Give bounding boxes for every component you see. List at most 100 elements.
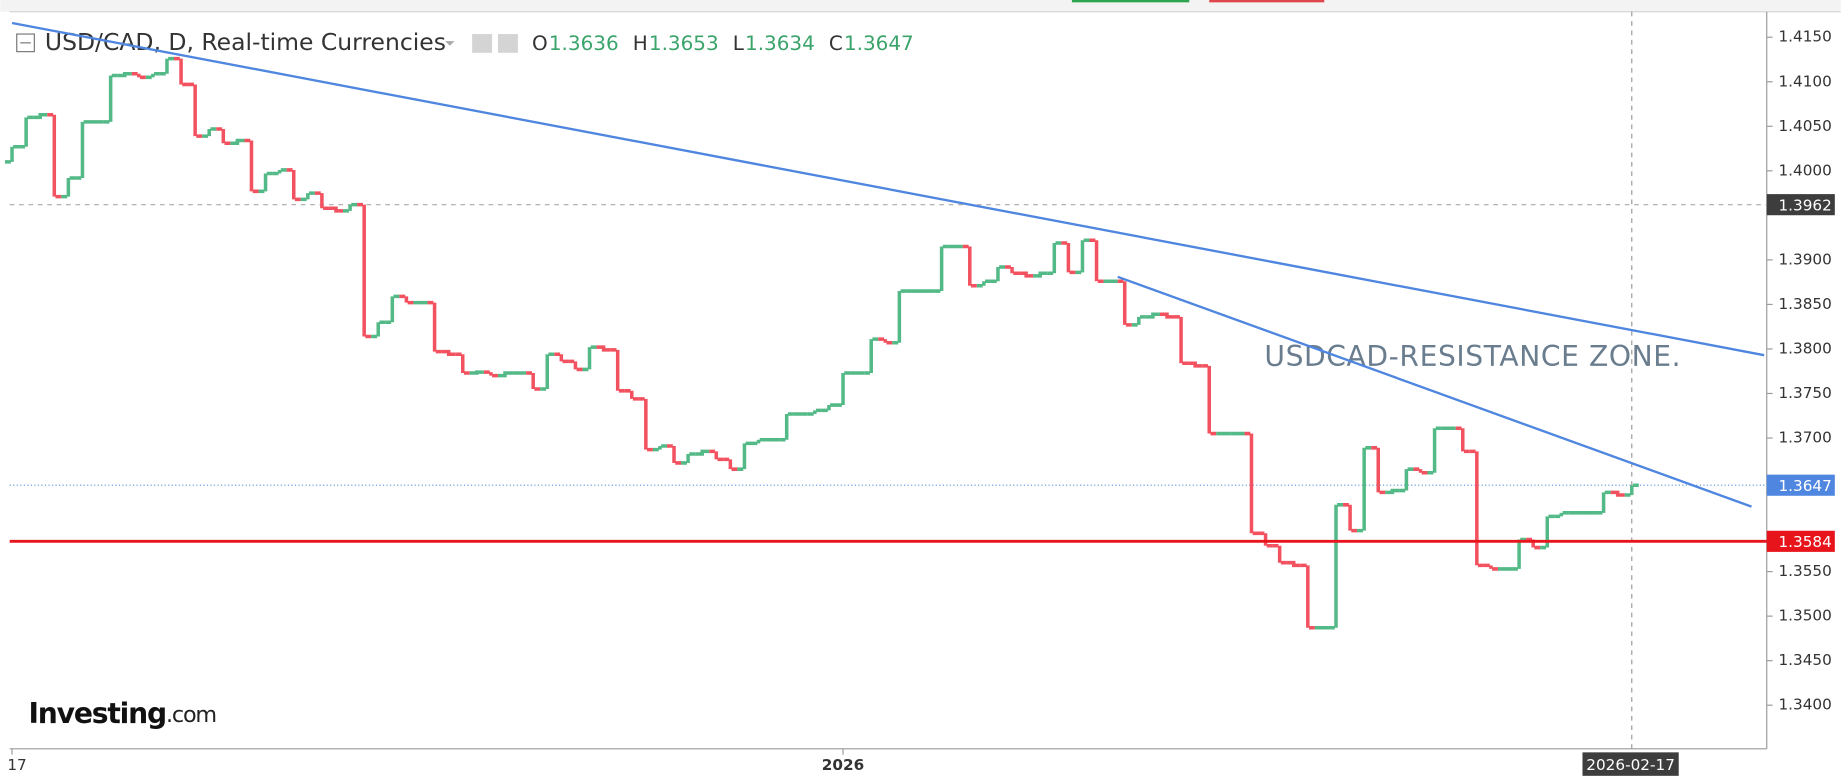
ohlc-bar: [962, 244, 977, 288]
y-tick-label: 1.3700: [1778, 429, 1831, 447]
settings-button[interactable]: [497, 34, 518, 53]
ohlc-bar: [652, 444, 667, 452]
ohlc-bar: [892, 289, 907, 345]
ohlc-bar: [596, 345, 611, 352]
x-crosshair-tag-bg: [1582, 752, 1679, 776]
ohlc-bar: [230, 138, 245, 145]
ohlc-bar: [765, 438, 780, 442]
ohlc-value: 1.3647: [844, 31, 914, 55]
ohlc-bar: [1540, 514, 1555, 550]
ohlc-bar: [1328, 503, 1344, 630]
ohlc-bar: [33, 112, 48, 120]
ohlc-bar: [455, 352, 470, 375]
ohlc-bar: [357, 202, 372, 339]
x-tick-label: 2026: [822, 756, 864, 774]
brand-suffix: .com: [166, 701, 216, 727]
ohlc-bar: [188, 82, 203, 138]
ohlc-bar: [878, 337, 893, 345]
ohlc-bar: [1145, 312, 1160, 319]
trendline: [1117, 275, 1752, 508]
ohlc-value: 1.3653: [649, 31, 719, 55]
collapse-button[interactable]: [16, 33, 35, 53]
ohlc-bar: [371, 320, 386, 339]
ohlc-bar: [948, 244, 963, 249]
ohlc-bar: [666, 444, 682, 465]
ohlc-bar: [624, 389, 639, 401]
ohlc-bar: [779, 412, 794, 442]
ohlc-bar: [1258, 531, 1273, 548]
support-price-tag: 1.3584: [1778, 533, 1831, 551]
ohlc-bar: [1554, 511, 1569, 519]
ohlc-bar: [216, 127, 231, 145]
ohlc-bar: [1455, 426, 1470, 454]
brand: Investing: [28, 697, 165, 730]
ohlc-bar: [244, 138, 259, 194]
ohlc-bar: [793, 412, 808, 416]
y-tick-label: 1.4150: [1778, 28, 1831, 46]
ohlc-bar: [1399, 467, 1414, 493]
last-price-tag: 1.3647: [1778, 477, 1831, 495]
ohlc-bar: [1512, 537, 1527, 571]
ohlc-bar: [75, 120, 90, 180]
ohlc-bar: [1371, 446, 1386, 495]
ohlc-bar: [1596, 490, 1611, 515]
ohlc-bar: [1610, 490, 1625, 497]
ohlc-bar: [920, 289, 935, 293]
last-price-tag-bg: [1766, 474, 1835, 496]
ohlc-bar: [427, 300, 442, 354]
ohlc-bar: [19, 115, 34, 149]
ohlc-bar: [89, 120, 104, 124]
ohlc-bar: [1117, 279, 1132, 327]
ohlc-bar: [540, 352, 555, 391]
support-price-tag-bg: [1766, 530, 1835, 552]
ohlc-bar: [413, 300, 428, 305]
ohlc-key: C: [829, 31, 843, 55]
ohlc-bar: [1202, 364, 1217, 436]
ohlc-bar: [906, 289, 921, 293]
ohlc-bar: [1343, 503, 1358, 533]
eye-button[interactable]: [472, 34, 493, 53]
ohlc-bar: [1103, 279, 1118, 284]
ohlc-value: 1.3636: [549, 31, 619, 55]
ohlc-bar: [568, 359, 583, 372]
ohlc-value: 1.3634: [745, 31, 815, 55]
y-tick-label: 1.3900: [1778, 250, 1831, 268]
ohlc-bar: [681, 452, 696, 465]
ohlc-bar: [850, 371, 865, 375]
ohlc-bar: [145, 71, 160, 80]
ohlc-bar: [441, 349, 456, 357]
buy-button[interactable]: [1071, 0, 1190, 3]
ohlc-bar: [1427, 426, 1442, 475]
y-tick-label: 1.3500: [1778, 607, 1831, 625]
ohlc-bar: [1286, 560, 1301, 568]
symbol-menu[interactable]: [445, 41, 455, 46]
ohlc-bar: [399, 294, 414, 305]
x-tick-label: 17: [7, 756, 26, 774]
ohlc-bar: [47, 112, 62, 199]
ohlc-bar: [328, 206, 344, 213]
ohlc-bar: [1244, 431, 1259, 536]
ohlc-bar: [512, 371, 527, 375]
ohlc-bar: [1582, 511, 1597, 515]
ohlc-bar: [976, 279, 991, 288]
ohlc-bar: [709, 449, 724, 462]
sell-button[interactable]: [1209, 0, 1325, 3]
brand-logo: Investing.com: [28, 697, 215, 730]
y-tick-label: 1.3450: [1778, 651, 1831, 669]
ohlc-bar: [751, 438, 766, 446]
ohlc-key: H: [633, 31, 648, 55]
ohlc-bar: [343, 202, 358, 213]
ohlc-bar: [864, 337, 879, 375]
ohlc-bar: [159, 56, 175, 76]
y-tick-label: 1.3850: [1778, 295, 1831, 313]
crosshair-price-tag-bg: [1766, 194, 1835, 216]
ohlc-bar: [1188, 361, 1203, 368]
y-tick-label: 1.4000: [1778, 161, 1831, 179]
ohlc-bar: [554, 352, 569, 364]
ohlc-bar: [1624, 483, 1639, 497]
ohlc-bar: [1314, 625, 1329, 630]
y-tick-label: 1.3750: [1778, 384, 1831, 402]
ohlc-bar: [807, 408, 822, 416]
ohlc-bar: [1174, 315, 1189, 365]
